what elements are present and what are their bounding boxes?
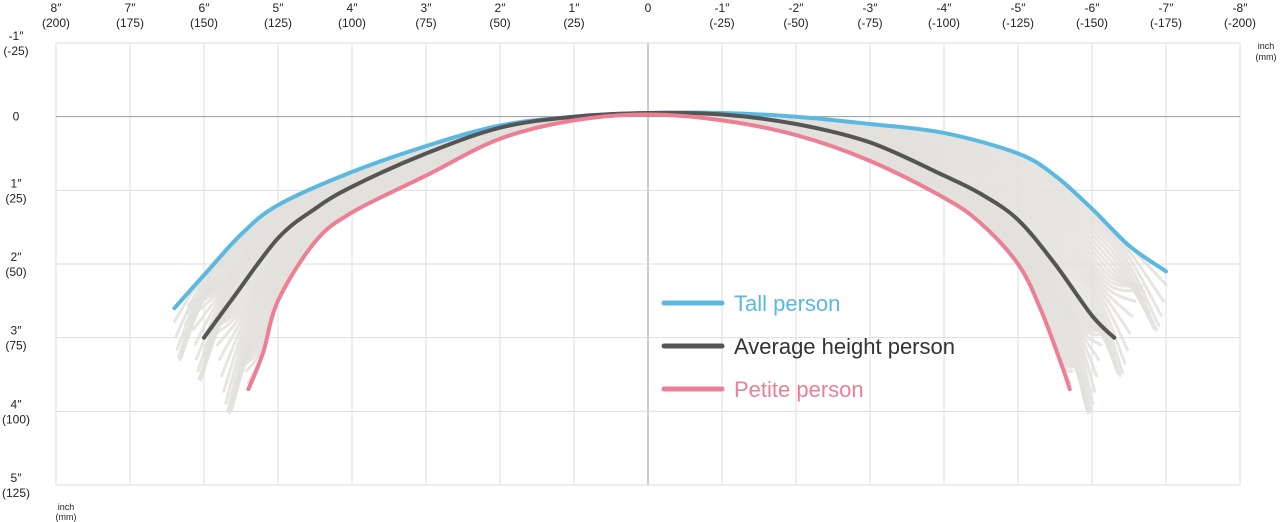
y-tick-label: 2″ bbox=[11, 250, 23, 264]
x-tick-label-mm: (-50) bbox=[783, 16, 808, 30]
x-tick-label: -4″ bbox=[937, 1, 953, 15]
y-tick-label-mm: (125) bbox=[2, 486, 30, 500]
x-tick-label: -1″ bbox=[715, 1, 731, 15]
x-tick-label-mm: (25) bbox=[563, 16, 584, 30]
x-tick-label-mm: (50) bbox=[489, 16, 510, 30]
y-unit-label-mm: (mm) bbox=[56, 512, 77, 522]
x-tick-label-mm: (200) bbox=[42, 16, 70, 30]
y-tick-label-mm: (25) bbox=[5, 191, 26, 205]
legend-label-petite: Petite person bbox=[734, 377, 864, 402]
x-tick-label: 4″ bbox=[347, 1, 359, 15]
x-tick-label: -2″ bbox=[789, 1, 805, 15]
x-tick-label: 8″ bbox=[51, 1, 63, 15]
y-tick-label: 0 bbox=[13, 110, 20, 124]
x-tick-label: 1″ bbox=[569, 1, 581, 15]
x-tick-label-mm: (-100) bbox=[928, 16, 960, 30]
x-tick-label: -6″ bbox=[1085, 1, 1101, 15]
chart-grid bbox=[55, 42, 1241, 486]
series-lines bbox=[172, 110, 1168, 392]
x-tick-label-mm: (-200) bbox=[1224, 16, 1256, 30]
x-tick-label: 6″ bbox=[199, 1, 211, 15]
y-tick-label-mm: (75) bbox=[5, 339, 26, 353]
x-tick-label-mm: (75) bbox=[415, 16, 436, 30]
y-tick-label: -1″ bbox=[9, 29, 25, 43]
x-tick-label: 5″ bbox=[273, 1, 285, 15]
x-tick-label-mm: (-25) bbox=[709, 16, 734, 30]
x-tick-label-mm: (150) bbox=[190, 16, 218, 30]
x-tick-label: -7″ bbox=[1159, 1, 1175, 15]
legend-label-tall: Tall person bbox=[734, 291, 840, 316]
legend-label-average: Average height person bbox=[734, 334, 955, 359]
y-tick-label-mm: (100) bbox=[2, 412, 30, 426]
y-axis-ticks: -1″(-25) 0 1″(25) 2″(50) 3″(75) 4″(100) 5″(125… bbox=[2, 29, 30, 500]
x-tick-label-mm: (-175) bbox=[1150, 16, 1182, 30]
x-tick-label: 7″ bbox=[125, 1, 137, 15]
series-line-average bbox=[202, 110, 1117, 340]
x-axis-ticks: 8″(200) 7″(175) 6″(150) 5″(125) 4″(100) 3″(75… bbox=[42, 1, 1256, 30]
x-tick-label-mm: (-150) bbox=[1076, 16, 1108, 30]
x-tick-label-mm: (100) bbox=[338, 16, 366, 30]
x-tick-label: 0 bbox=[645, 1, 652, 15]
x-tick-label-mm: (125) bbox=[264, 16, 292, 30]
y-tick-label: 3″ bbox=[11, 324, 23, 338]
y-tick-label: 5″ bbox=[11, 471, 23, 485]
x-tick-label: 3″ bbox=[421, 1, 433, 15]
x-tick-label: 2″ bbox=[495, 1, 507, 15]
y-tick-label-mm: (50) bbox=[5, 265, 26, 279]
x-tick-label-mm: (-75) bbox=[857, 16, 882, 30]
x-unit-label: inch bbox=[1258, 41, 1275, 51]
y-tick-label-mm: (-25) bbox=[3, 44, 28, 58]
x-tick-label-mm: (175) bbox=[116, 16, 144, 30]
y-unit-label: inch bbox=[58, 502, 75, 512]
x-unit-label-mm: (mm) bbox=[1256, 52, 1277, 62]
x-tick-label-mm: (-125) bbox=[1002, 16, 1034, 30]
y-tick-label: 4″ bbox=[11, 397, 23, 411]
y-tick-label: 1″ bbox=[11, 176, 23, 190]
x-tick-label: -8″ bbox=[1233, 1, 1249, 15]
x-tick-label: -5″ bbox=[1011, 1, 1027, 15]
series-line-petite bbox=[246, 112, 1072, 392]
legend: Tall person Average height person Petite… bbox=[661, 291, 955, 402]
x-tick-label: -3″ bbox=[863, 1, 879, 15]
